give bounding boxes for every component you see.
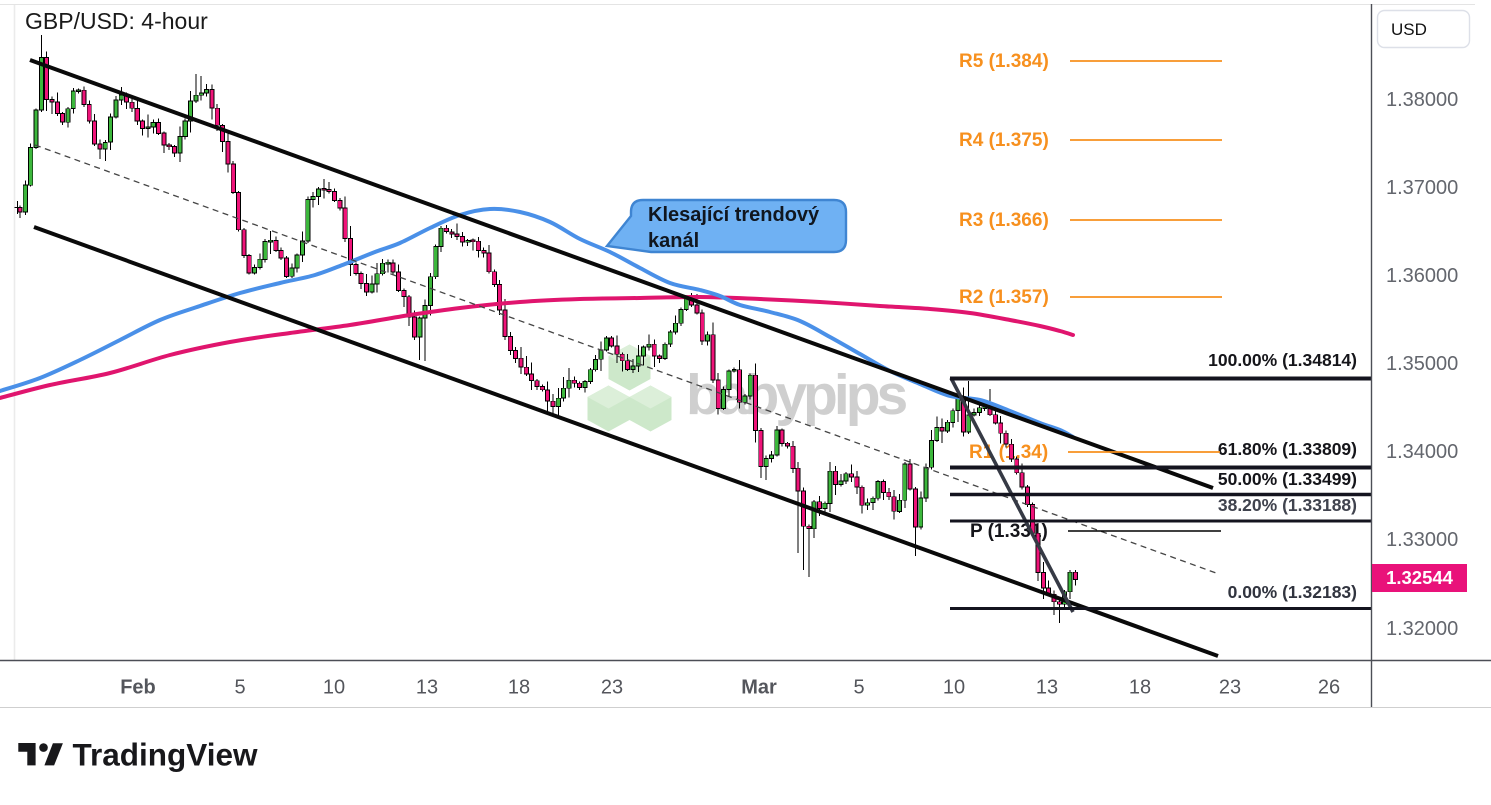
svg-text:Klesající trendový: Klesající trendový <box>648 204 820 226</box>
svg-text:USD: USD <box>1391 20 1427 39</box>
svg-text:1.34000: 1.34000 <box>1386 441 1458 463</box>
svg-text:kanál: kanál <box>648 230 699 252</box>
svg-text:1.35000: 1.35000 <box>1386 353 1458 375</box>
svg-text:R5 (1.384): R5 (1.384) <box>959 51 1049 72</box>
svg-text:26: 26 <box>1318 677 1340 699</box>
svg-text:R2 (1.357): R2 (1.357) <box>959 287 1049 308</box>
svg-text:10: 10 <box>943 677 965 699</box>
svg-text:GBP/USD: 4-hour: GBP/USD: 4-hour <box>25 8 208 34</box>
svg-text:100.00% (1.34814): 100.00% (1.34814) <box>1208 350 1357 370</box>
svg-text:50.00% (1.33499): 50.00% (1.33499) <box>1218 469 1357 489</box>
svg-text:R3 (1.366): R3 (1.366) <box>959 210 1049 231</box>
svg-text:10: 10 <box>323 677 345 699</box>
svg-text:1.36000: 1.36000 <box>1386 265 1458 287</box>
svg-text:61.80% (1.33809): 61.80% (1.33809) <box>1218 439 1357 459</box>
svg-text:1.37000: 1.37000 <box>1386 177 1458 199</box>
svg-text:R1 (1.34): R1 (1.34) <box>969 442 1048 463</box>
svg-text:1.32000: 1.32000 <box>1386 618 1458 640</box>
svg-text:Mar: Mar <box>741 677 777 699</box>
svg-text:13: 13 <box>1036 677 1058 699</box>
svg-text:0.00% (1.32183): 0.00% (1.32183) <box>1228 582 1357 602</box>
svg-text:18: 18 <box>508 677 530 699</box>
svg-text:R4 (1.375): R4 (1.375) <box>959 130 1049 151</box>
svg-text:13: 13 <box>416 677 438 699</box>
svg-text:1.32544: 1.32544 <box>1386 567 1454 588</box>
svg-text:23: 23 <box>601 677 623 699</box>
svg-text:Feb: Feb <box>120 677 156 699</box>
svg-text:TradingView: TradingView <box>73 737 258 773</box>
svg-text:18: 18 <box>1129 677 1151 699</box>
svg-text:23: 23 <box>1219 677 1241 699</box>
svg-text:5: 5 <box>853 677 864 699</box>
svg-text:1.38000: 1.38000 <box>1386 89 1458 111</box>
svg-text:38.20% (1.33188): 38.20% (1.33188) <box>1218 495 1357 515</box>
svg-text:5: 5 <box>234 677 245 699</box>
svg-text:1.33000: 1.33000 <box>1386 529 1458 551</box>
